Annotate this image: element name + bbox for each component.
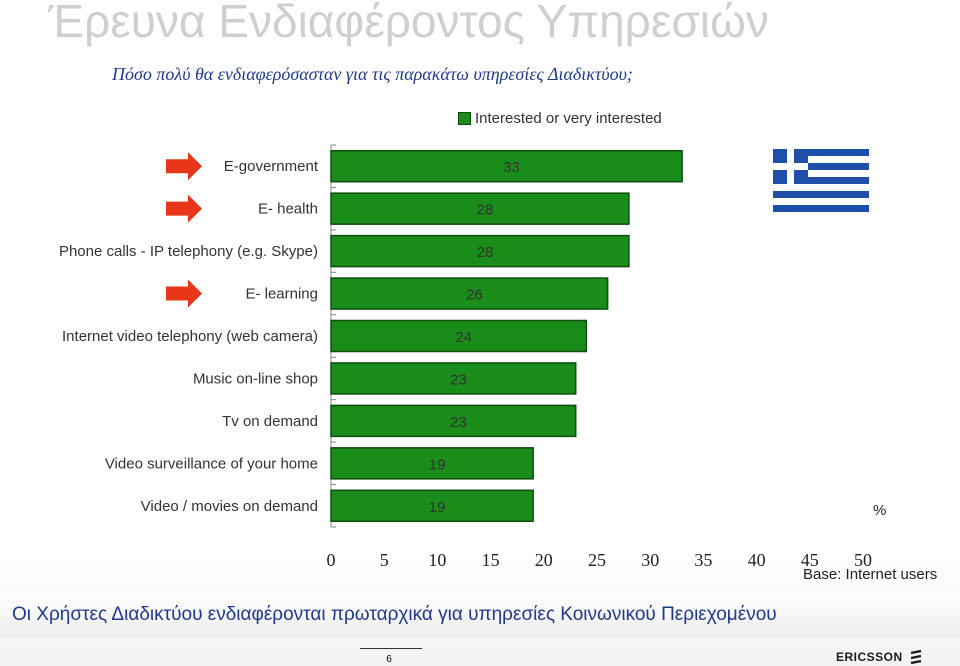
category-label: E-government [224,158,319,175]
x-tick-label: 10 [428,550,446,570]
bar-value-label: 33 [503,159,520,176]
category-label: Tv on demand [222,413,318,430]
bar [330,277,609,310]
bar [330,234,630,268]
ericsson-logo: ERICSSON [836,650,923,664]
highlight-arrow-icon [166,194,202,223]
x-tick-label: 15 [482,550,500,570]
x-tick-label: 0 [327,550,336,570]
category-label: E- health [258,201,318,218]
bar-value-label: 19 [429,499,446,516]
legend-swatch [458,112,471,125]
bar-value-label: 28 [477,202,494,219]
page-number: 6 [386,654,392,665]
legend-label: Interested or very interested [475,110,662,127]
category-label: Video surveillance of your home [105,455,318,472]
flag-stripe [773,163,869,170]
category-label: Music on-line shop [193,370,318,387]
x-tick-label: 50 [854,550,872,570]
bar-value-label: 19 [429,456,446,473]
page-divider [360,648,422,649]
bar [330,404,577,438]
chart-legend: Interested or very interested [458,110,662,127]
footer-summary: Οι Χρήστες Διαδικτύου ενδιαφέρονται πρωτ… [12,604,777,625]
bar [330,319,588,353]
category-label: Video / movies on demand [141,498,318,515]
base-note: Base: Internet users [803,566,938,583]
x-tick-label: 45 [801,550,819,570]
bar-chart: 33 E-government 28 E- health 28 Phone calls -… [59,144,872,570]
bar-value-label: 23 [450,371,467,388]
bar-value-label: 28 [477,244,494,261]
bar [330,489,534,523]
unit-label: % [873,502,887,519]
bar [330,447,534,480]
flag-stripe [773,177,869,184]
brand-name: ERICSSON [836,650,903,664]
bar [330,362,577,395]
x-tick-label: 35 [694,550,712,570]
x-tick-label: 5 [380,550,389,570]
highlight-arrow-icon [166,152,202,181]
page-title: Έρευνα Ενδιαφέροντος Υπηρεσιών [48,0,769,47]
bar [330,192,630,225]
category-label: E- learning [245,286,318,303]
footer-band [0,594,960,638]
flag-stripe [773,191,869,198]
bar-value-label: 26 [466,287,483,304]
x-tick-label: 20 [535,550,553,570]
category-label: Internet video telephony (web camera) [62,328,318,345]
x-tick-label: 40 [748,550,766,570]
x-tick-label: 25 [588,550,606,570]
x-tick-label: 30 [641,550,659,570]
flag-stripe [773,205,869,212]
bar-value-label: 23 [450,414,467,431]
bar [330,149,683,183]
category-label: Phone calls - IP telephony (e.g. Skype) [59,243,318,260]
greek-flag [773,149,869,212]
highlight-arrow-icon [166,279,202,308]
ericsson-mark-icon [910,650,921,664]
bar-value-label: 24 [455,329,472,346]
chart-subtitle: Πόσο πολύ θα ενδιαφερόσασταν για τις παρ… [112,64,633,84]
flag-stripe [773,149,869,156]
